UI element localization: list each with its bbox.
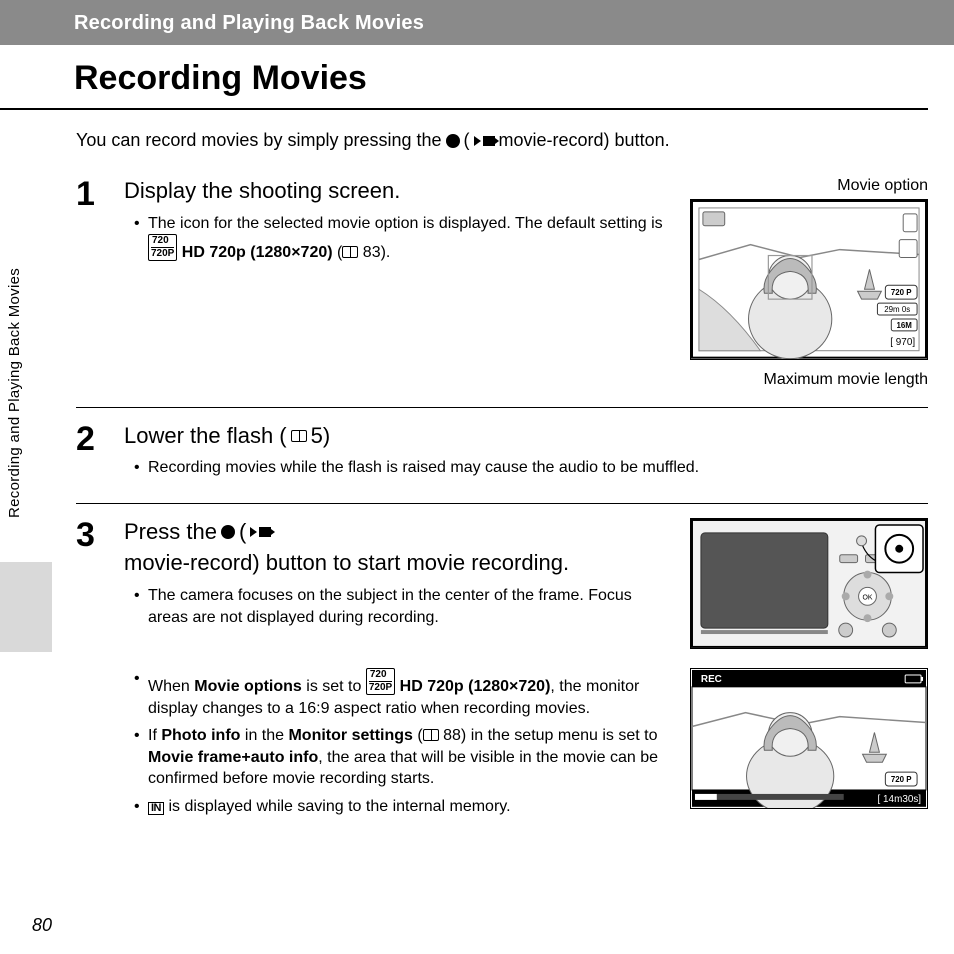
intro-after: movie-record) button. [499,128,670,153]
record-dot-icon [221,525,235,539]
step-heading: Display the shooting screen. [124,177,672,205]
record-dot-icon [446,134,460,148]
step-3: 3 Press the ( movie-record) button to st… [76,503,928,824]
bullet-item: The icon for the selected movie option i… [134,213,672,264]
bullet-item: The camera focuses on the subject in the… [134,585,672,628]
step-heading: Lower the flash ( 5) [124,422,928,450]
badge-time: 29m 0s [884,305,910,314]
recording-screen-illustration: REC 720 P [ 14m30s] [690,668,928,809]
step-3-bullets-b: When Movie options is set to 720720P HD … [124,668,672,818]
step-1: 1 Display the shooting screen. The icon … [76,163,928,389]
badge-16m: 16M [896,321,912,330]
badge-count: [ 970] [890,337,915,348]
content: 1 Display the shooting screen. The icon … [0,163,954,823]
step-1-bullets: The icon for the selected movie option i… [124,213,672,264]
step-2-bullets: Recording movies while the flash is rais… [124,457,928,479]
badge-720-rec: 720 P [891,775,912,784]
step-number: 3 [76,518,106,824]
figure-label-bottom: Maximum movie length [690,371,928,389]
step-number: 2 [76,422,106,485]
bullet-item: IN is displayed while saving to the inte… [134,796,672,818]
step-3-bullets-a: The camera focuses on the subject in the… [124,585,672,628]
bullet-item: When Movie options is set to 720720P HD … [134,668,672,719]
camera-back-illustration: OK [690,518,928,649]
step-number: 1 [76,177,106,389]
intro-before: You can record movies by simply pressing… [76,128,442,153]
figure-label-top: Movie option [690,177,928,195]
step-heading: Press the ( movie-record) button to star… [124,518,672,577]
section-header: Recording and Playing Back Movies [0,0,954,45]
side-tab-fill [0,562,52,652]
bullet-item: Recording movies while the flash is rais… [134,457,928,479]
manual-page-icon [291,430,307,442]
page-title: Recording Movies [0,45,928,110]
side-tab-text: Recording and Playing Back Movies [6,262,23,542]
720p-icon: 720720P [148,234,177,261]
manual-page-icon [342,246,358,258]
movie-record-icon [250,527,271,537]
intro-text: You can record movies by simply pressing… [0,110,954,163]
step-2: 2 Lower the flash ( 5) Recording movies … [76,407,928,485]
svg-text:OK: OK [862,594,872,601]
movie-record-icon [474,136,495,146]
side-tab: Recording and Playing Back Movies [6,262,52,652]
rec-label: REC [701,674,722,685]
section-title: Recording and Playing Back Movies [74,12,424,34]
page-number: 80 [32,915,52,936]
720p-icon: 720720P [366,668,395,695]
badge-time-rec: [ 14m30s] [878,794,922,805]
bullet-item: If Photo info in the Monitor settings ( … [134,725,672,790]
badge-720: 720 P [891,288,912,297]
internal-memory-icon: IN [148,802,164,815]
lcd-preview-illustration: 720 P 29m 0s 16M [ 970] [690,199,928,360]
intro-paren: ( [464,128,470,153]
manual-page-icon [423,729,439,741]
